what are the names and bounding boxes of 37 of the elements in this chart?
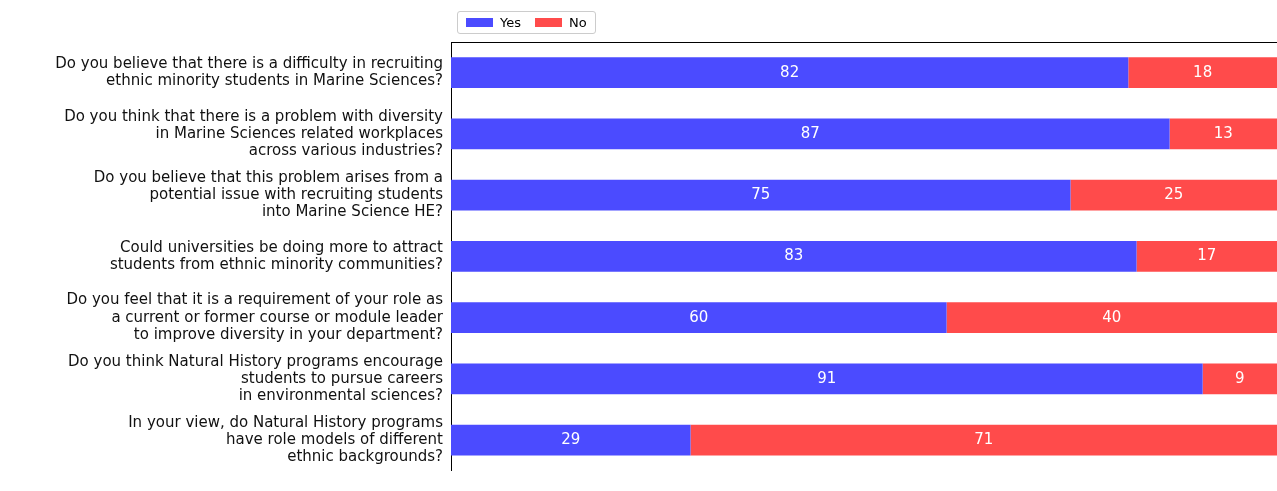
y-tick-label: Do you believe that this problem arises from a potential issue with recruiting students into Marine Science HE? [93, 167, 444, 221]
bar [451, 57, 1129, 88]
data-label: 17 [1197, 246, 1217, 265]
bar [690, 424, 1277, 456]
data-label: 83 [784, 246, 804, 265]
y-tick-label: Could universities be doing more to attract students from ethnic minority communities? [109, 237, 444, 273]
bar [1136, 241, 1277, 272]
data-label: 25 [1164, 185, 1184, 204]
data-label: 60 [689, 307, 709, 326]
data-label: 18 [1193, 62, 1213, 81]
y-tick-label: Do you believe that there is a difficulty in recruiting ethnic minority students in Marine Sciences? [55, 53, 443, 90]
bar [451, 179, 1071, 211]
bar [451, 363, 1203, 395]
bar [451, 302, 947, 333]
y-tick-label: In your view, do Natural History programs have role models of different ethnic backgrounds? [128, 412, 444, 466]
bar [451, 241, 1137, 272]
data-label: 75 [751, 185, 771, 204]
y-tick-label: Do you think Natural History programs encourage students to pursue careers in environmental sciences? [68, 351, 444, 405]
data-label: 87 [800, 123, 820, 142]
bar [1169, 118, 1277, 150]
data-label: 71 [974, 430, 994, 449]
legend-label: Yes [500, 15, 521, 30]
bar [451, 424, 691, 456]
legend-label: No [569, 15, 587, 30]
data-label: 9 [1235, 368, 1245, 387]
y-tick-label: Do you feel that it is a requirement of your role as a current or former course or module leader to improve diversity in your department? [66, 290, 444, 343]
data-label: 91 [817, 368, 837, 387]
data-label: 13 [1213, 123, 1233, 142]
data-label: 29 [561, 430, 581, 449]
data-label: 40 [1102, 307, 1122, 326]
bar [946, 302, 1277, 333]
bar [1202, 363, 1277, 395]
y-tick-label: Do you think that there is a problem with diversity in Marine Sciences related workplaces across various industries? [64, 106, 444, 160]
bar [451, 118, 1170, 150]
data-label: 82 [780, 62, 800, 81]
bar [1128, 57, 1277, 88]
bar [1070, 179, 1277, 211]
